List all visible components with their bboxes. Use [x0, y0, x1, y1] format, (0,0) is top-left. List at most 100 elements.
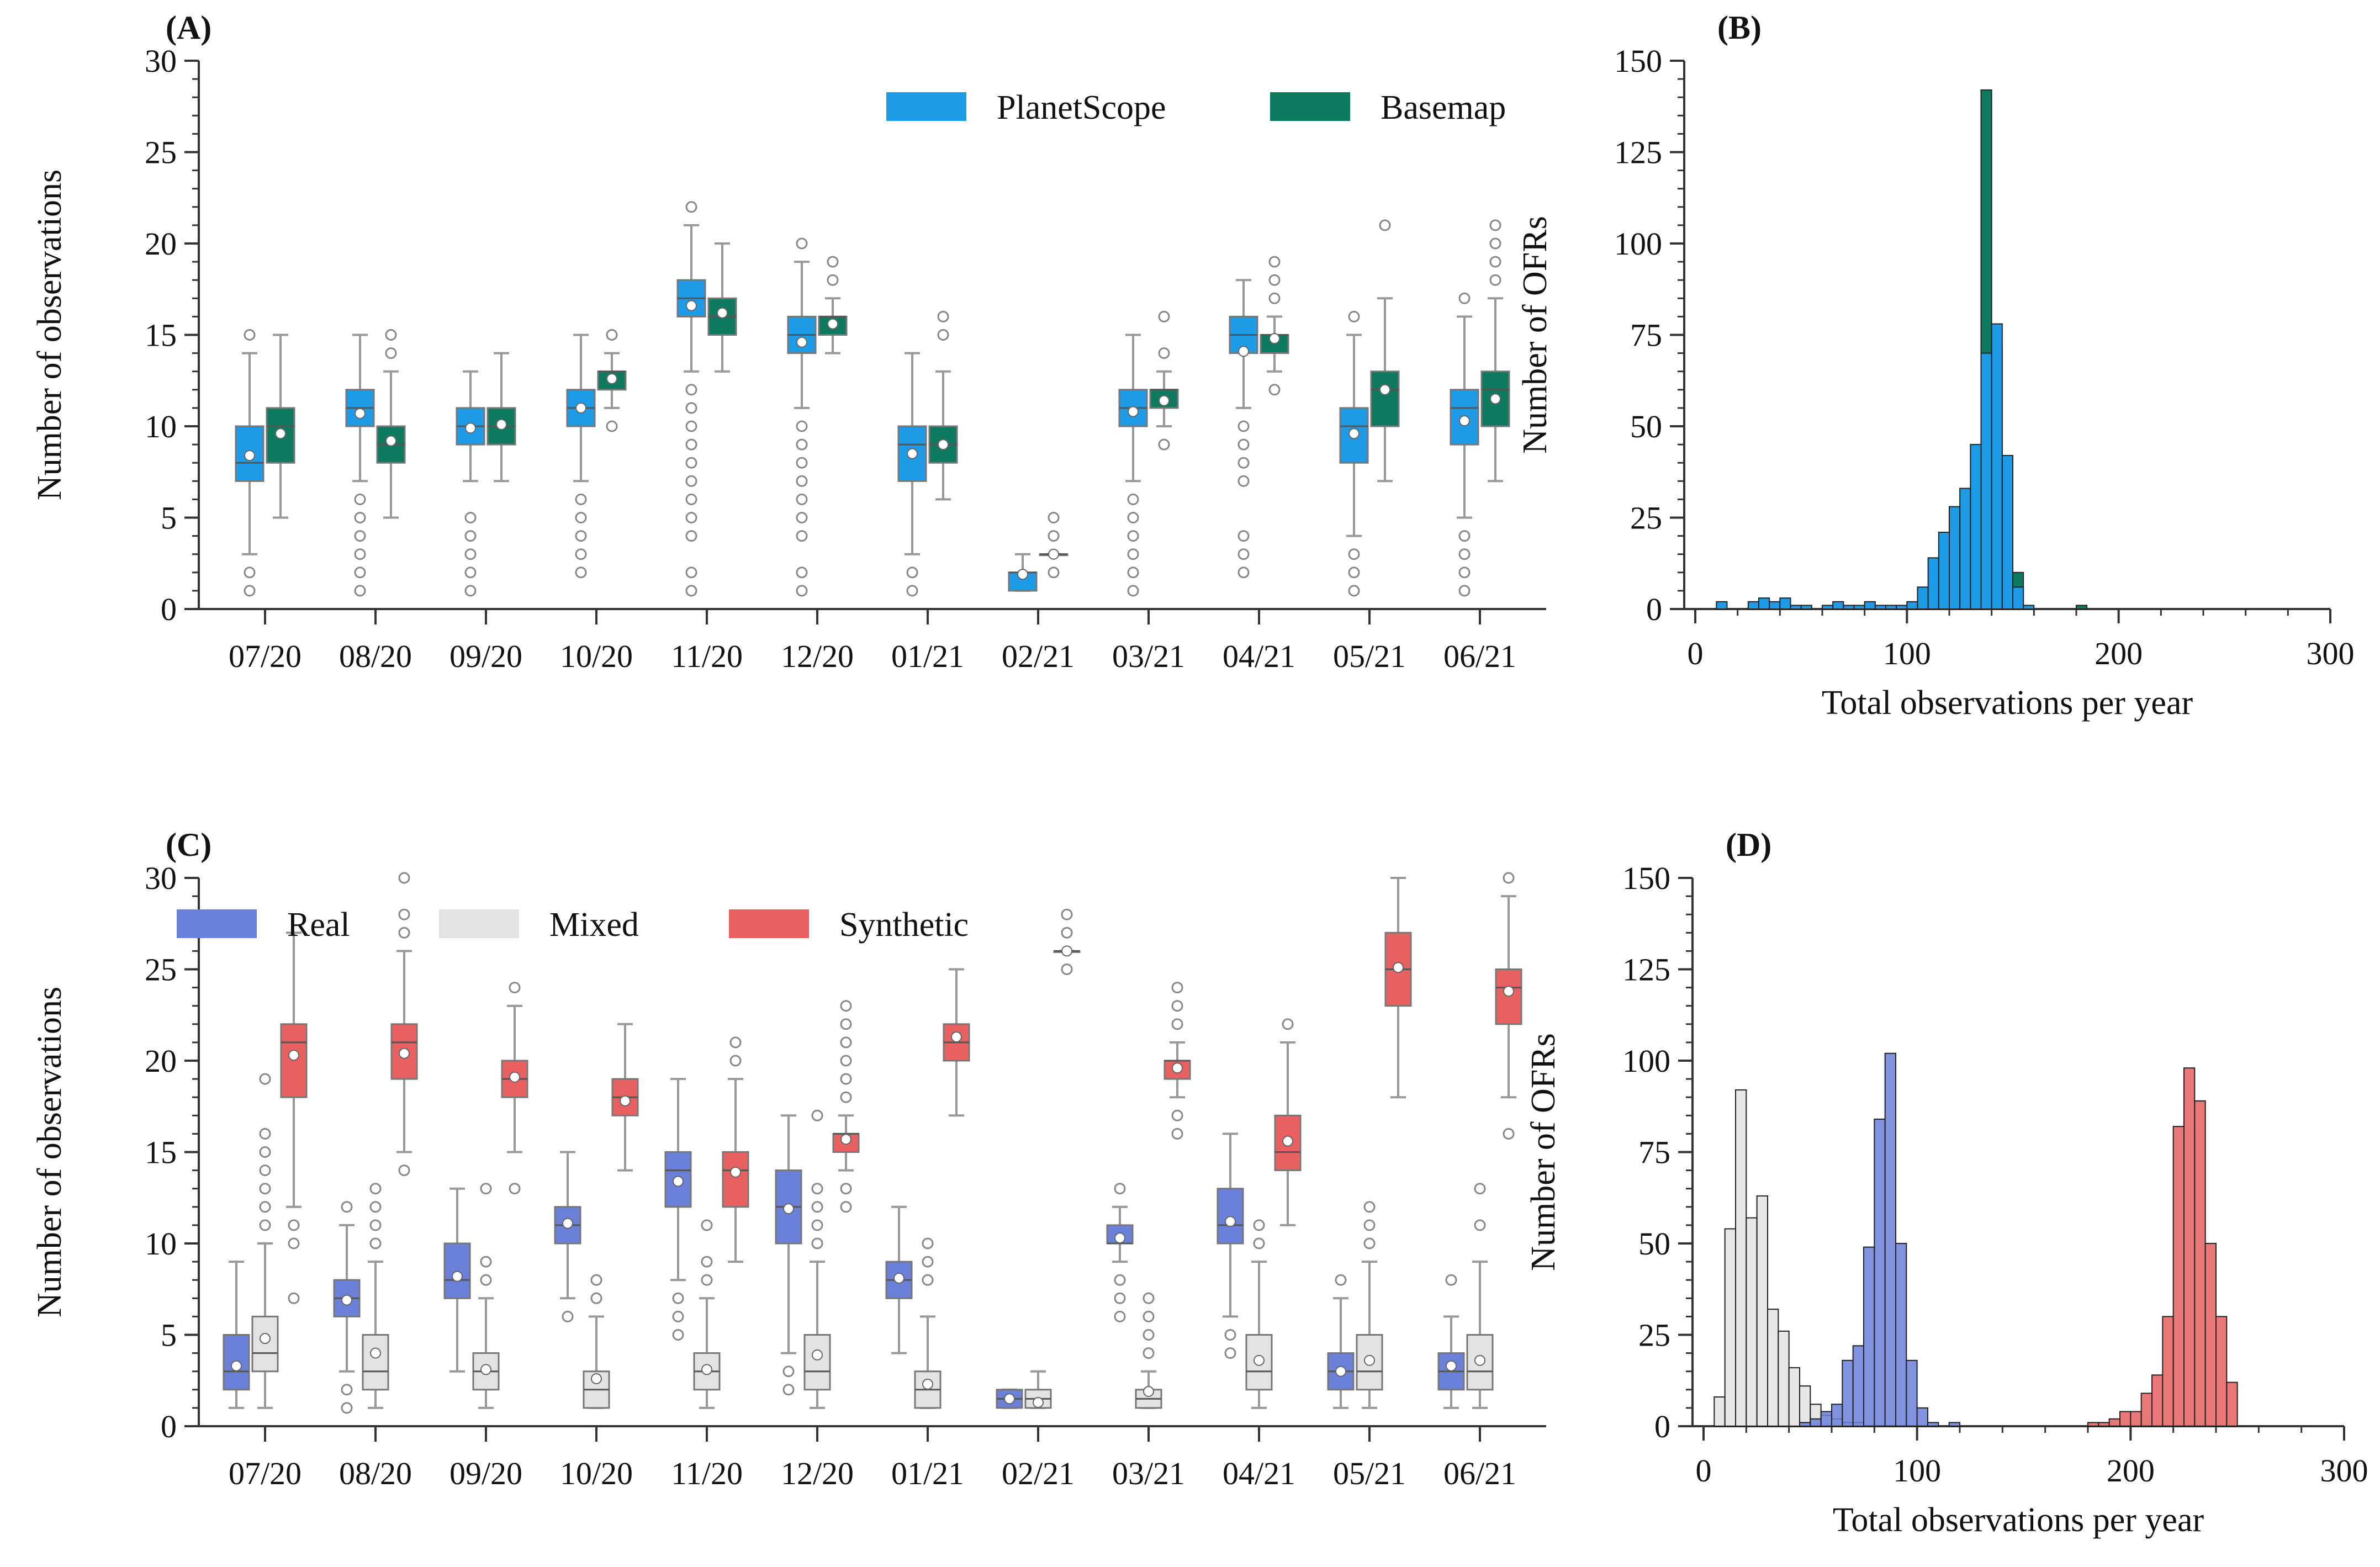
histogram-bar-synthetic — [2087, 1422, 2099, 1427]
outlier-point — [729, 1036, 742, 1049]
histogram-bar-planetscope — [1758, 597, 1770, 610]
x-tick-label: 100 — [1883, 636, 1931, 671]
outlier-point — [685, 384, 697, 396]
outlier-point — [509, 1183, 521, 1195]
x-tick-label: 05/21 — [1333, 638, 1406, 674]
y-tick-label: 100 — [1614, 226, 1662, 262]
outlier-point — [259, 1183, 271, 1195]
box-mixed — [583, 1274, 610, 1409]
outlier-point — [701, 1219, 713, 1231]
outlier-point — [796, 493, 808, 505]
box-iqr — [362, 1334, 389, 1391]
outlier-point — [840, 1201, 852, 1213]
x-tick-label: 200 — [2107, 1453, 2155, 1489]
outlier-point — [354, 530, 366, 542]
outlier-point — [1158, 347, 1170, 359]
outlier-point — [259, 1146, 271, 1158]
histogram-bar-planetscope — [1864, 601, 1876, 610]
x-axis-title: Total observations per year — [1833, 1501, 2204, 1539]
y-tick-label: 25 — [1638, 1317, 1670, 1353]
box-mean — [840, 1134, 851, 1145]
x-tick-label: 200 — [2095, 636, 2143, 671]
outlier-point — [1061, 964, 1073, 975]
outlier-point — [796, 512, 808, 523]
y-tick-label: 125 — [1622, 952, 1670, 988]
outlier-point — [1268, 256, 1281, 268]
box-basemap — [1039, 512, 1069, 579]
histogram-bar-synthetic — [2130, 1411, 2142, 1427]
histogram-bar-real — [1906, 1359, 1918, 1427]
y-tick-label: 0 — [1654, 1409, 1670, 1444]
outlier-point — [1127, 567, 1139, 579]
y-tick-label: 30 — [145, 860, 177, 896]
box-mixed — [251, 1073, 279, 1409]
outlier-point — [685, 567, 697, 579]
x-tick-label: 12/20 — [781, 1455, 854, 1491]
outlier-point — [259, 1201, 271, 1213]
box-mixed — [362, 1183, 389, 1409]
outlier-point — [782, 1384, 795, 1396]
box-mean — [370, 1347, 381, 1359]
outlier-point — [922, 1237, 934, 1250]
box-mean — [812, 1349, 823, 1360]
box-mean — [1238, 346, 1249, 357]
legend-swatch — [886, 92, 966, 121]
box-planetscope — [1339, 310, 1369, 597]
outlier-point — [811, 1109, 823, 1121]
box-basemap — [376, 329, 406, 519]
legend-label: Mixed — [549, 906, 639, 944]
legend-swatch — [439, 909, 519, 938]
outlier-point — [840, 1036, 852, 1049]
box-mean — [1446, 1360, 1457, 1372]
histogram-bar-mixed — [1778, 1330, 1790, 1427]
box-real — [223, 1261, 250, 1409]
outlier-point — [1127, 530, 1139, 542]
y-tick-label: 150 — [1614, 43, 1662, 79]
outlier-point — [685, 201, 697, 213]
box-synthetic — [611, 1023, 639, 1172]
histogram-bar-planetscope — [1991, 323, 2003, 610]
outlier-point — [906, 585, 918, 597]
histogram-bar-synthetic — [2119, 1411, 2132, 1427]
outlier-point — [1237, 530, 1250, 542]
box-synthetic — [1163, 982, 1191, 1140]
box-planetscope — [676, 201, 706, 597]
outlier-point — [1158, 438, 1170, 451]
outlier-point — [480, 1183, 492, 1195]
outlier-point — [259, 1073, 271, 1085]
histogram-bar-planetscope — [1938, 531, 1950, 610]
box-planetscope — [566, 333, 596, 579]
outlier-point — [354, 512, 366, 523]
outlier-point — [796, 438, 808, 451]
outlier-point — [259, 1127, 271, 1140]
box-mean — [620, 1095, 631, 1107]
box-mean — [465, 422, 476, 434]
histogram-bar-planetscope — [1980, 352, 1992, 610]
histogram-bar-planetscope — [1747, 601, 1759, 610]
x-tick-label: 07/20 — [229, 638, 302, 674]
outlier-point — [575, 512, 587, 523]
outlier-point — [369, 1201, 382, 1213]
histogram-bar-planetscope — [1822, 605, 1834, 610]
box-mixed — [1245, 1219, 1273, 1409]
x-tick-label: 06/21 — [1443, 638, 1516, 674]
outlier-point — [1503, 872, 1515, 884]
x-tick-label: 08/20 — [339, 638, 412, 674]
box-mean — [591, 1373, 602, 1384]
legend-label: Real — [287, 906, 350, 944]
outlier-point — [464, 530, 477, 542]
y-axis-title: Number of OFRs — [1525, 1033, 1562, 1271]
box-mixed — [1024, 1370, 1052, 1409]
outlier-point — [1489, 274, 1501, 286]
x-tick-label: 09/20 — [449, 638, 522, 674]
x-tick-label: 08/20 — [339, 1455, 412, 1491]
box-real — [1217, 1132, 1244, 1359]
x-tick-label: 300 — [2320, 1453, 2368, 1489]
box-mean — [452, 1270, 463, 1282]
histogram-bar-real — [1863, 1246, 1875, 1427]
outlier-point — [1474, 1219, 1486, 1231]
outlier-point — [1268, 292, 1281, 304]
box-planetscope — [456, 370, 485, 597]
box-mean — [686, 300, 697, 311]
